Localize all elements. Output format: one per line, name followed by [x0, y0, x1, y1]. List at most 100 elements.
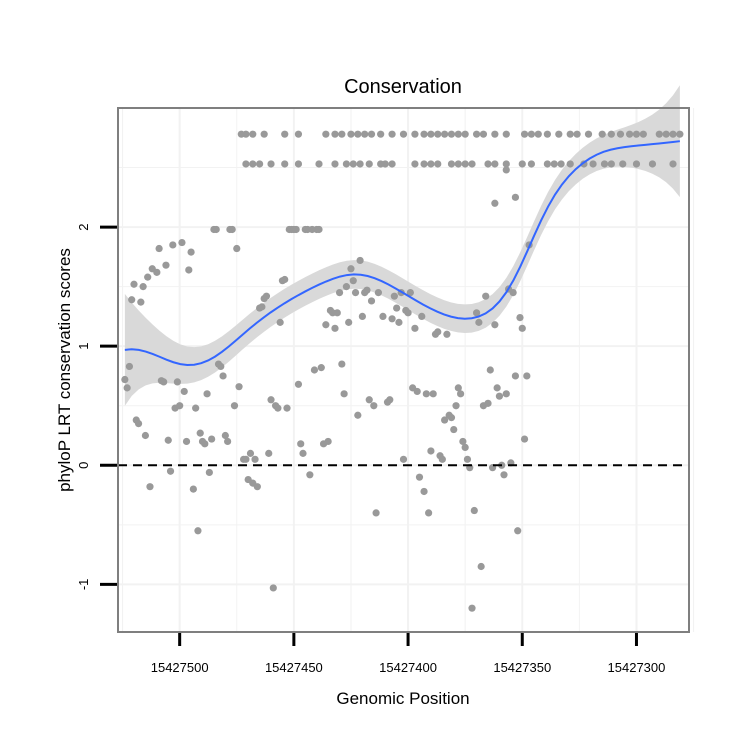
data-point [434, 160, 442, 168]
data-point [160, 378, 168, 386]
data-point [224, 437, 232, 446]
data-point [203, 390, 211, 398]
y-tick-label: 2 [76, 223, 91, 230]
grid-lines [118, 108, 695, 632]
data-point [141, 431, 150, 440]
data-point [322, 321, 330, 329]
data-point [221, 431, 229, 440]
data-point [144, 273, 152, 281]
data-point [269, 584, 277, 592]
data-point [251, 455, 259, 463]
data-point [454, 130, 462, 138]
data-point [139, 283, 147, 291]
data-point [639, 130, 647, 138]
data-point [511, 193, 520, 201]
data-point [404, 309, 412, 317]
data-point [655, 130, 663, 138]
data-point [616, 130, 625, 138]
y-tick-label: 1 [76, 343, 91, 350]
data-point [415, 473, 424, 481]
data-point [534, 130, 542, 138]
data-point [340, 390, 348, 398]
smooth-line [124, 140, 680, 367]
data-point [153, 268, 161, 276]
data-point [121, 375, 129, 384]
data-point [472, 130, 481, 138]
data-point [242, 160, 250, 168]
data-point [297, 440, 305, 448]
data-point [176, 402, 184, 410]
data-point [495, 392, 504, 400]
data-point [393, 304, 401, 312]
data-point [500, 471, 508, 479]
data-point [420, 160, 428, 168]
data-point [166, 467, 175, 475]
data-point [511, 372, 520, 380]
data-point [281, 275, 289, 284]
data-point [125, 362, 134, 371]
data-point [365, 160, 373, 168]
data-point [372, 509, 380, 517]
data-point [169, 241, 177, 249]
y-axis-title: phyloP LRT conservation scores [55, 248, 74, 492]
data-point [420, 487, 428, 496]
data-point [450, 425, 458, 434]
data-point [249, 160, 257, 168]
data-point [194, 527, 202, 535]
data-point [123, 384, 131, 392]
data-point [438, 455, 446, 463]
data-point [347, 130, 355, 138]
data-point [463, 455, 472, 463]
data-point [230, 402, 239, 410]
data-point [155, 244, 163, 253]
data-point [173, 378, 181, 386]
x-tick-label: 15427500 [151, 660, 209, 675]
data-point [427, 130, 435, 138]
data-point [333, 309, 341, 317]
data-point [479, 130, 488, 138]
data-point [502, 390, 510, 398]
data-point [411, 160, 419, 168]
data-point [429, 390, 437, 398]
data-point [388, 130, 396, 138]
data-point [331, 324, 339, 332]
data-point [413, 387, 421, 396]
data-point [491, 130, 499, 138]
data-point [256, 160, 264, 168]
data-point [180, 387, 188, 396]
data-point [164, 436, 172, 444]
data-point [516, 314, 524, 322]
data-point [493, 384, 501, 392]
data-point [418, 312, 426, 321]
data-point [265, 449, 273, 457]
data-point [196, 429, 204, 437]
data-point [310, 366, 319, 374]
data-point [626, 130, 634, 138]
data-point [242, 455, 250, 463]
x-tick-label: 15427300 [608, 660, 666, 675]
data-point [399, 130, 408, 138]
data-point [342, 160, 350, 168]
data-point [550, 160, 558, 168]
data-point [192, 404, 200, 412]
data-point [662, 130, 670, 138]
data-point [212, 225, 220, 234]
x-axis-title: Genomic Position [336, 689, 469, 708]
data-point [447, 130, 456, 138]
data-point [130, 280, 138, 288]
data-point [162, 261, 170, 269]
data-point [146, 483, 154, 491]
data-point [322, 130, 330, 138]
data-point [345, 318, 353, 326]
data-point [365, 396, 373, 404]
data-point [454, 384, 462, 392]
data-point [676, 130, 684, 138]
data-point [354, 130, 362, 138]
data-point [349, 160, 357, 168]
data-point [235, 383, 243, 391]
data-point [598, 130, 606, 138]
data-point [482, 292, 490, 300]
data-point [491, 160, 499, 168]
data-point [228, 225, 236, 234]
